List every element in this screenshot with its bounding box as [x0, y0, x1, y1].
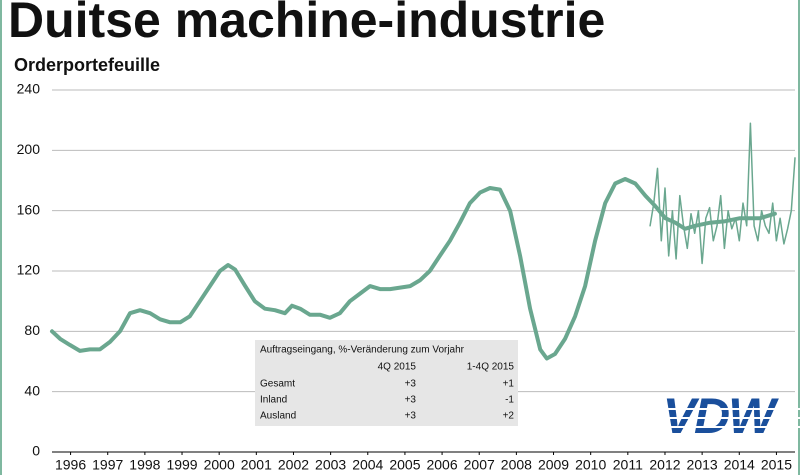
- table-title: Auftragseingang, %-Veränderung zum Vorja…: [260, 345, 465, 356]
- series-line: [50, 177, 777, 361]
- x-tick-label: 1999: [166, 457, 197, 473]
- cell: +1: [503, 379, 515, 390]
- logo: VDW: [640, 388, 800, 444]
- y-tick-label: 80: [24, 322, 40, 338]
- series-line: [649, 122, 796, 265]
- x-tick-label: 2003: [315, 457, 346, 473]
- y-tick-label: 240: [17, 81, 41, 97]
- row-label: Gesamt: [260, 379, 295, 390]
- x-tick-label: 1996: [55, 457, 86, 473]
- cell: +2: [503, 411, 515, 422]
- y-tick-label: 0: [32, 443, 40, 459]
- table-header: 4Q 2015: [378, 362, 417, 373]
- logo-text: VDW: [663, 388, 779, 444]
- chart-subtitle: Orderportefeuille: [14, 55, 160, 75]
- table-header: 1-4Q 2015: [467, 362, 515, 373]
- row-label: Ausland: [260, 411, 296, 422]
- x-tick-label: 2013: [687, 457, 718, 473]
- x-tick-label: 2000: [204, 457, 235, 473]
- x-tick-label: 2014: [724, 457, 755, 473]
- y-tick-label: 160: [17, 201, 41, 217]
- table-rows: Gesamt +3 +1 Inland +3 -1 Ausland +3 +2: [260, 379, 514, 422]
- x-tick-label: 2015: [761, 457, 792, 473]
- x-tick-label: 2002: [278, 457, 309, 473]
- y-tick-label: 120: [17, 262, 41, 278]
- x-tick-label: 2007: [464, 457, 495, 473]
- cell: +3: [405, 395, 417, 406]
- grid: 0 40 80 120 160 200 240 1996 1997 1998 1999 2000 200…: [17, 81, 795, 473]
- x-tick-label: 2011: [613, 457, 643, 473]
- row-label: Inland: [260, 395, 287, 406]
- x-tick-label: 2006: [426, 457, 457, 473]
- x-tick-label: 2005: [389, 457, 420, 473]
- info-table: Auftragseingang, %-Veränderung zum Vorja…: [255, 340, 518, 426]
- lines: [50, 122, 796, 361]
- cell: -1: [505, 395, 514, 406]
- x-tick-label: 2001: [241, 457, 272, 473]
- y-tick-label: 200: [17, 141, 41, 157]
- cell: +3: [405, 411, 417, 422]
- x-tick-label: 2004: [352, 457, 383, 473]
- x-tick-label: 1997: [92, 457, 123, 473]
- logo-stripes: [640, 408, 800, 428]
- x-tick-label: 2009: [538, 457, 569, 473]
- x-tick-label: 2012: [649, 457, 680, 473]
- cell: +3: [405, 379, 417, 390]
- y-tick-label: 40: [24, 382, 40, 398]
- table-bg: [255, 340, 518, 426]
- x-tick-label: 1998: [129, 457, 160, 473]
- x-tick-label: 2010: [575, 457, 606, 473]
- x-tick-label: 2008: [501, 457, 532, 473]
- chart-title: Duitse machine-industrie: [8, 0, 605, 48]
